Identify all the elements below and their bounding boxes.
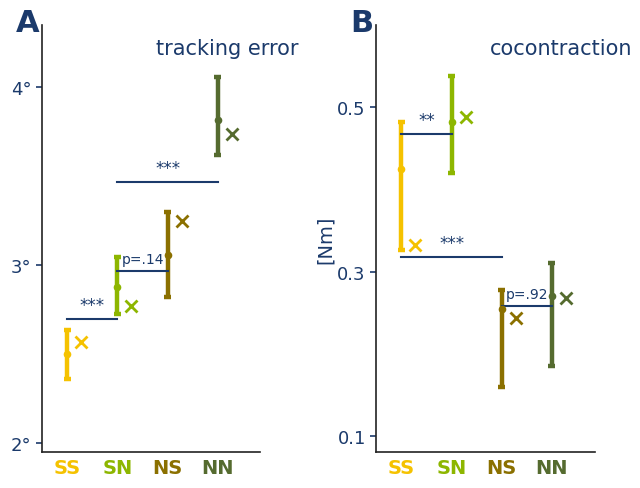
Text: cocontraction: cocontraction bbox=[490, 39, 632, 59]
Text: p=.14: p=.14 bbox=[122, 252, 164, 266]
Text: **: ** bbox=[418, 112, 435, 130]
Text: ***: *** bbox=[155, 160, 180, 177]
Text: tracking error: tracking error bbox=[156, 39, 298, 59]
Text: B: B bbox=[350, 9, 373, 38]
Text: ***: *** bbox=[80, 296, 105, 314]
Text: ***: *** bbox=[439, 234, 464, 252]
Text: p=.92: p=.92 bbox=[506, 287, 548, 302]
Y-axis label: [Nm]: [Nm] bbox=[316, 215, 335, 264]
Text: A: A bbox=[16, 9, 40, 38]
